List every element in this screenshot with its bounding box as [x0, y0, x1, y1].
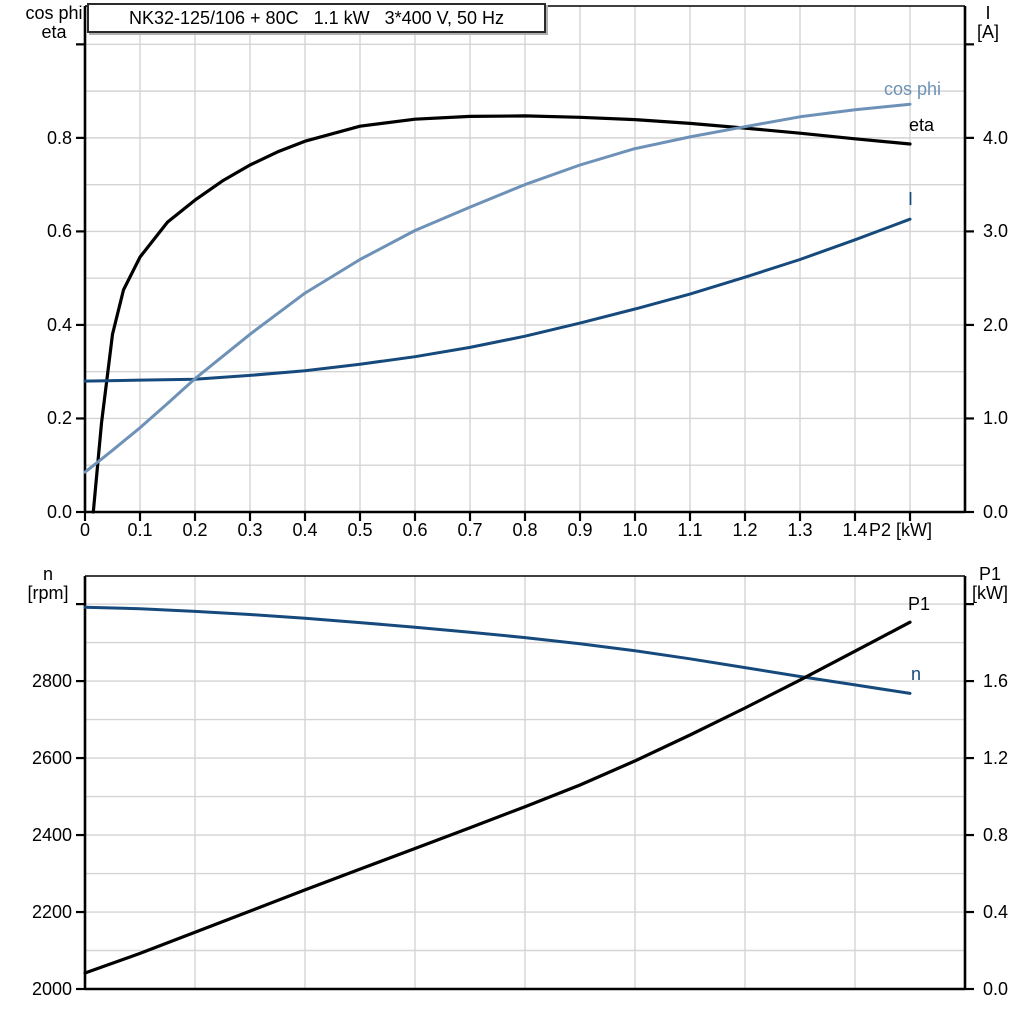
tick-label: 1.0	[983, 408, 1009, 429]
axis-title-rpm: [rpm]	[27, 583, 69, 603]
tick-label: 1.6	[983, 671, 1009, 692]
tick-label: 0.3	[237, 520, 263, 540]
axis-title-cos-phi: cos phi	[25, 3, 83, 23]
bottom-right-axis-title: P1 [kW]	[954, 565, 1024, 603]
tick-label: 0.6	[402, 520, 428, 540]
tick-label: 0.0	[983, 979, 1009, 999]
tick-label: 0.4	[983, 902, 1009, 923]
tick-label: 0	[79, 520, 90, 540]
tick-label: 0.1	[127, 520, 153, 540]
curve-cos-phi	[83, 102, 912, 474]
tick-label: 0.6	[46, 221, 72, 242]
tick-label: 1.3	[787, 520, 813, 540]
tick-label: 1.4	[842, 520, 868, 540]
bottom-left-axis-title: n [rpm]	[2, 565, 94, 603]
curve-I	[83, 217, 912, 383]
curve-label-current: I	[908, 189, 914, 209]
axis-title-eta: eta	[41, 22, 67, 42]
tick-label: 1.2	[983, 748, 1009, 769]
axis-title-I: I	[985, 3, 991, 23]
tick-label: 0.8	[46, 127, 72, 148]
tick-label: 2400	[31, 825, 72, 846]
axis-title-kw: [kW]	[972, 583, 1008, 603]
curve-label-cos-phi: cos phi	[884, 79, 942, 99]
axis-title-P1: P1	[978, 564, 1002, 584]
tick-label: 0.5	[347, 520, 373, 540]
tick-label: 2.0	[983, 314, 1009, 335]
tick-label: 4.0	[983, 127, 1009, 148]
tick-label: 2200	[31, 902, 72, 923]
tick-label: 0.0	[983, 502, 1009, 522]
tick-label: 1.2	[732, 520, 758, 540]
curve-eta	[91, 114, 912, 514]
tick-label: 0.8	[512, 520, 538, 540]
x-axis-unit-label: P2 [kW]	[869, 520, 933, 540]
tick-label: 0.2	[46, 408, 72, 429]
tick-label: 0.9	[567, 520, 593, 540]
tick-label: 0.7	[457, 520, 483, 540]
curve-label-n: n	[911, 664, 922, 684]
curve-label-P1: P1	[908, 594, 931, 614]
curve-n	[83, 605, 912, 695]
axis-title-amps: [A]	[976, 22, 999, 42]
tick-label: 2600	[31, 748, 72, 769]
top-left-axis-title: cos phi eta	[8, 4, 100, 42]
tick-label: 0.2	[182, 520, 208, 540]
tick-label: 1.1	[677, 520, 703, 540]
curve-P1	[83, 620, 912, 975]
tick-label: 2000	[31, 979, 72, 999]
axis-title-n: n	[42, 564, 53, 584]
tick-label: 0.4	[292, 520, 318, 540]
pump-title-box: NK32-125/106 + 80C 1.1 kW 3*400 V, 50 Hz	[87, 3, 546, 33]
curve-label-eta: eta	[909, 115, 935, 135]
tick-label: 2800	[31, 671, 72, 692]
tick-label: 0.0	[46, 502, 72, 522]
tick-label: 1.0	[622, 520, 648, 540]
top-right-axis-title: I [A]	[952, 4, 1024, 42]
tick-label: 3.0	[983, 221, 1009, 242]
tick-label: 0.4	[46, 314, 72, 335]
tick-label: 0.8	[983, 825, 1009, 846]
